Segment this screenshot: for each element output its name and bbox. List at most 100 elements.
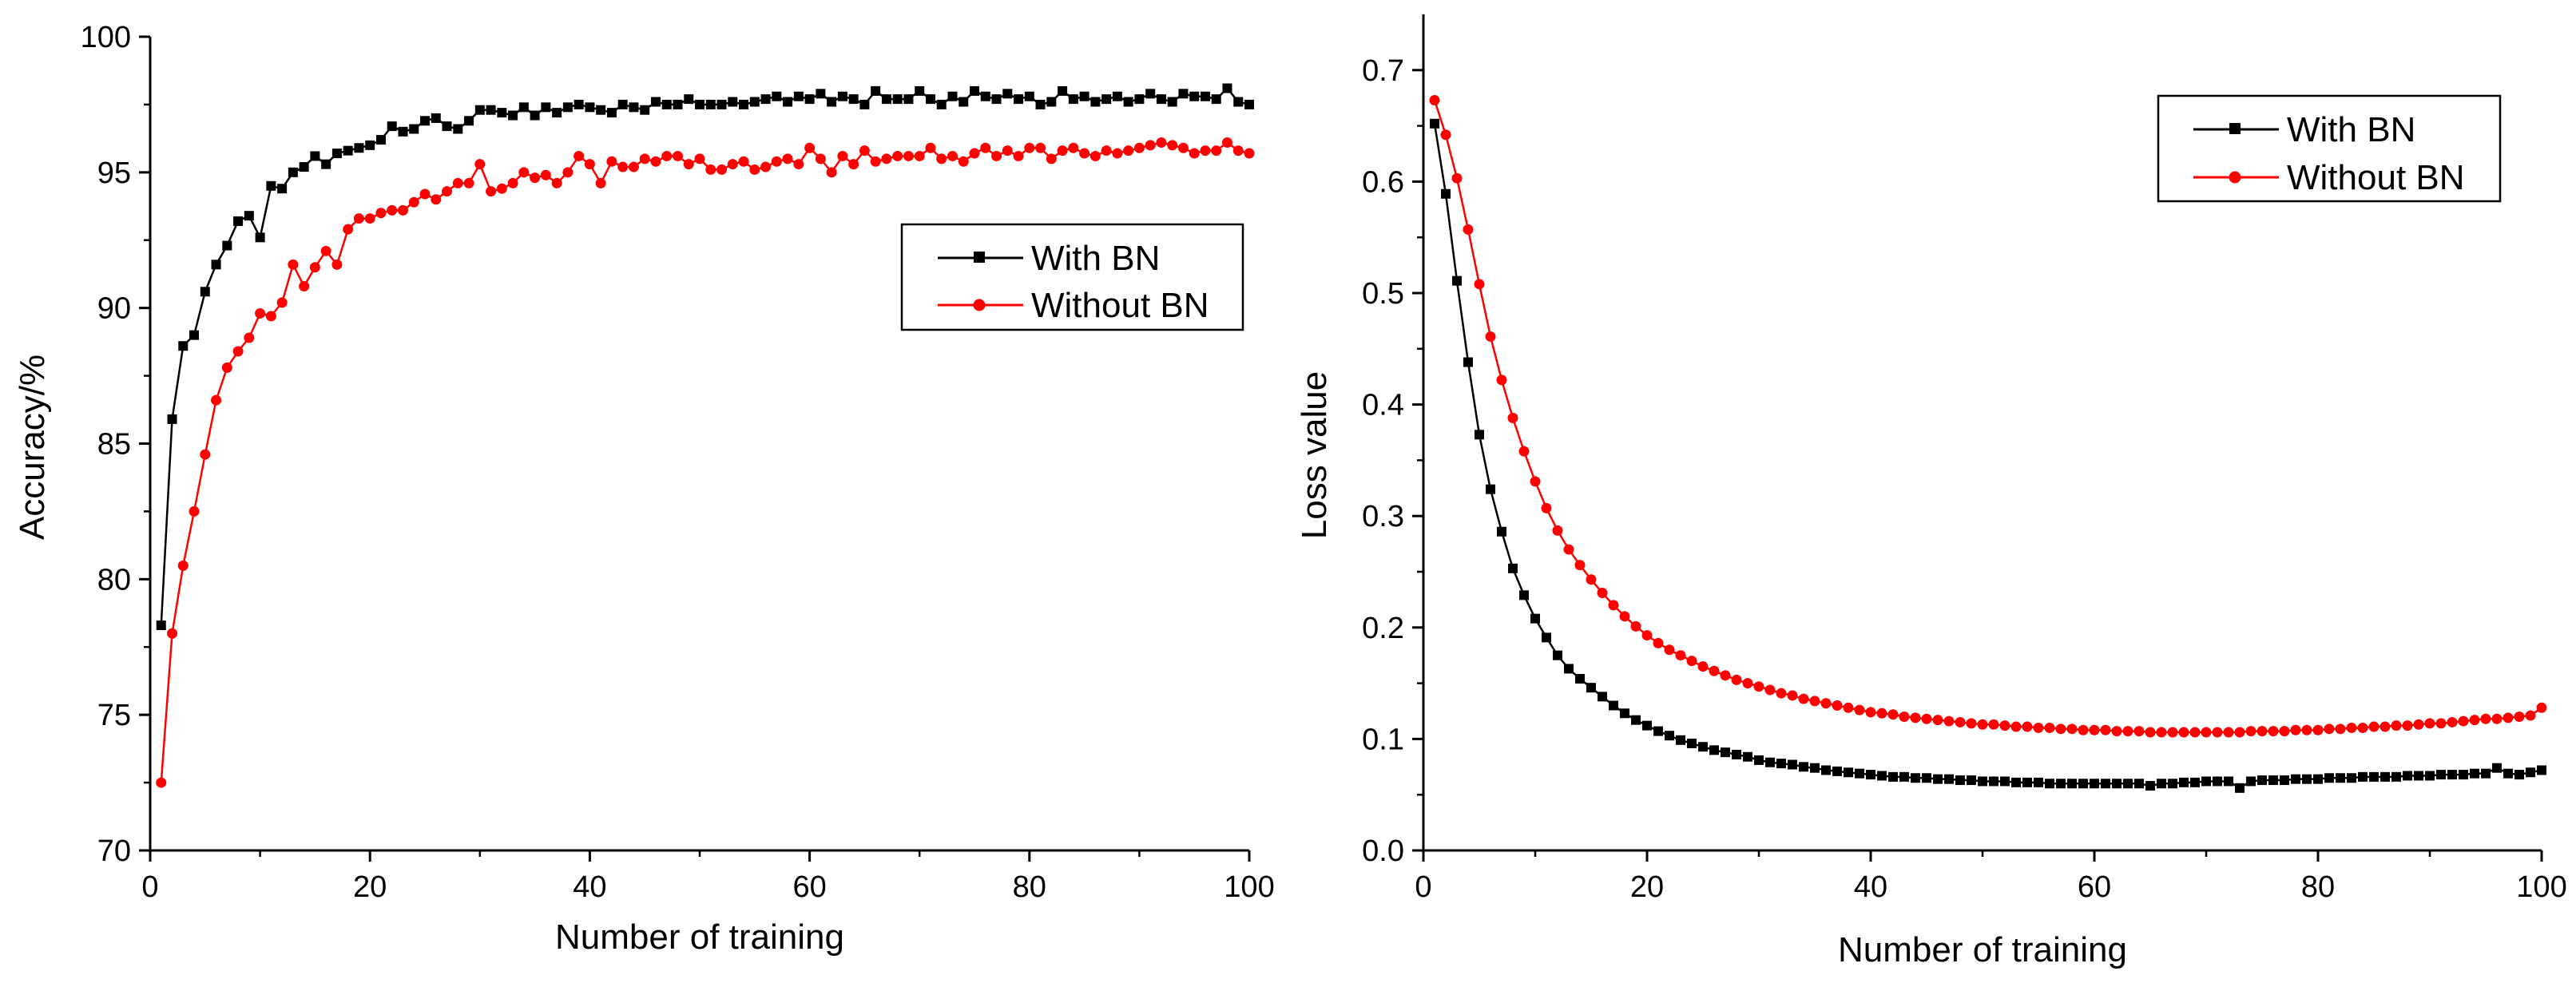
data-point <box>1876 708 1887 719</box>
data-point <box>1844 767 1853 778</box>
legend-marker-with-bn <box>2229 123 2241 134</box>
data-point <box>2357 722 2368 733</box>
data-point <box>2179 777 2189 787</box>
x-tick-label: 80 <box>1013 870 1046 904</box>
data-point <box>947 150 958 161</box>
data-point <box>2413 719 2424 730</box>
data-point <box>606 108 617 118</box>
data-point <box>1967 775 1976 786</box>
x-tick-label: 40 <box>573 870 606 904</box>
data-point <box>409 124 419 134</box>
data-point <box>299 162 309 172</box>
data-point <box>1676 735 1685 745</box>
data-point <box>1542 632 1551 643</box>
data-point <box>2525 710 2536 721</box>
data-point <box>1709 665 1720 676</box>
data-point <box>1090 150 1101 161</box>
data-point <box>211 394 222 406</box>
data-point <box>540 169 551 180</box>
data-point <box>1988 719 1999 730</box>
data-point <box>2022 777 2032 787</box>
data-point <box>1156 94 1166 105</box>
data-point <box>2459 770 2468 780</box>
data-point <box>837 150 848 161</box>
data-point <box>2414 771 2423 781</box>
data-point <box>2156 727 2167 738</box>
data-point <box>991 150 1002 161</box>
data-point <box>1865 707 1876 718</box>
data-point <box>574 99 584 109</box>
data-point <box>1463 224 1474 235</box>
data-point <box>925 142 936 153</box>
data-point <box>739 99 749 109</box>
data-point <box>1189 91 1200 101</box>
y-tick-label: 0.5 <box>1362 277 1404 311</box>
data-point <box>1519 590 1529 601</box>
y-tick-label: 0.3 <box>1362 500 1404 533</box>
data-point <box>640 105 650 115</box>
data-point <box>276 297 288 308</box>
data-point <box>2000 776 2010 787</box>
data-point <box>2212 727 2223 738</box>
data-point <box>2425 771 2435 781</box>
data-point <box>629 102 639 113</box>
series-with-bn <box>1430 118 2546 793</box>
data-point <box>562 102 573 113</box>
data-point <box>2369 771 2379 782</box>
data-point <box>650 97 661 107</box>
data-point <box>453 124 463 134</box>
data-point <box>1035 99 1046 109</box>
data-point <box>1978 776 1987 787</box>
data-point <box>1664 644 1675 656</box>
data-point <box>1211 94 1221 105</box>
data-point <box>661 99 672 109</box>
data-point <box>969 148 980 159</box>
data-point <box>2190 777 2200 787</box>
data-point <box>167 628 178 639</box>
data-point <box>815 153 826 164</box>
data-point <box>970 85 979 96</box>
data-point <box>496 183 507 194</box>
data-point <box>1887 709 1899 720</box>
data-point <box>683 159 694 170</box>
data-point <box>1877 771 1887 781</box>
legend-marker-with-bn <box>974 252 985 263</box>
data-point <box>672 150 683 161</box>
x-tick-label: 20 <box>1630 870 1664 904</box>
data-point <box>309 262 320 273</box>
data-point <box>2336 773 2345 783</box>
data-point <box>1686 656 1697 667</box>
data-point <box>2022 721 2033 732</box>
series-with-bn <box>156 83 1254 631</box>
data-point <box>1732 749 1741 759</box>
data-point <box>2436 770 2446 780</box>
data-point <box>2503 768 2513 779</box>
data-point <box>507 177 518 188</box>
data-point <box>959 97 969 107</box>
data-point <box>1497 526 1506 537</box>
data-point <box>530 110 540 121</box>
data-point <box>2324 773 2334 783</box>
data-point <box>980 142 991 153</box>
data-point <box>1079 148 1090 159</box>
data-point <box>255 232 265 243</box>
data-point <box>771 156 782 167</box>
data-point <box>1221 137 1232 148</box>
data-point <box>1619 611 1630 622</box>
data-point <box>2313 774 2323 784</box>
data-point <box>1046 153 1057 164</box>
data-point <box>881 94 891 105</box>
data-point <box>1013 150 1024 161</box>
legend-box <box>2157 94 2502 203</box>
data-point <box>331 149 342 159</box>
data-point <box>1112 148 1123 159</box>
data-point <box>562 167 574 178</box>
data-point <box>2469 715 2480 726</box>
data-point <box>606 156 617 167</box>
legend: With BN Without BN <box>2157 94 2502 203</box>
data-point <box>936 153 947 164</box>
series-line-without-bn <box>160 141 1250 783</box>
data-point <box>783 97 793 107</box>
